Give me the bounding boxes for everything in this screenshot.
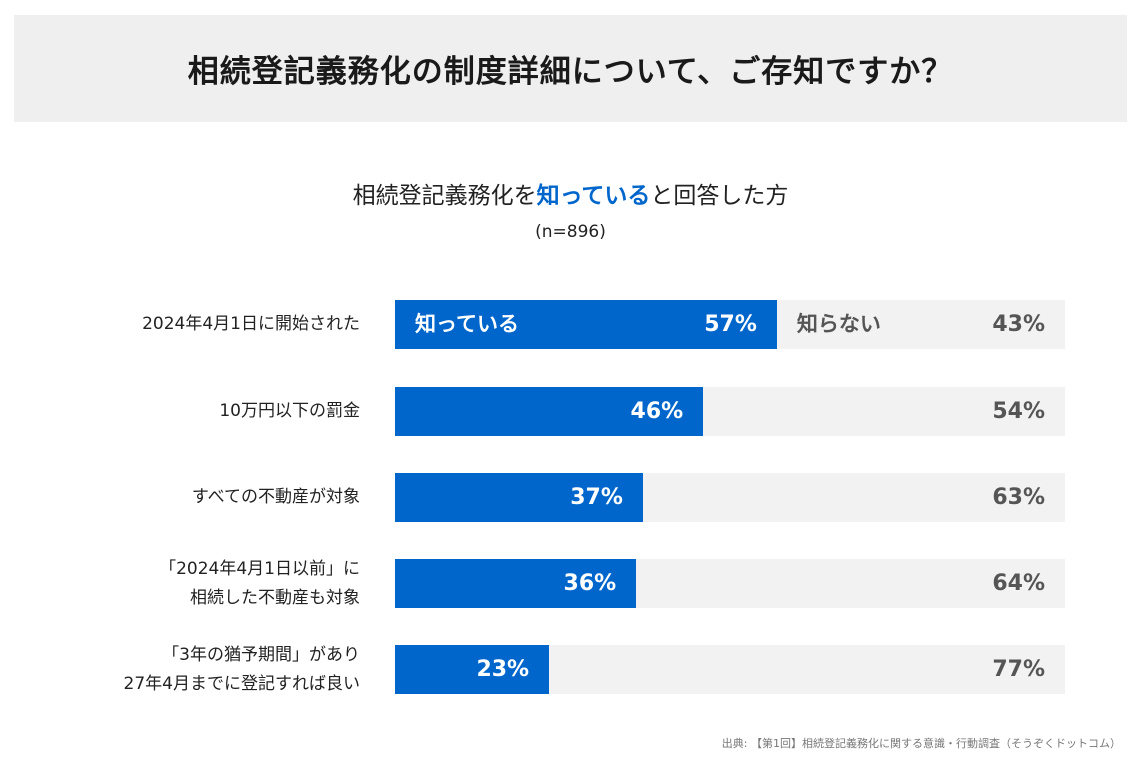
bar-track-unknown: 37% 63% bbox=[395, 473, 1065, 522]
page-title: 相続登記義務化の制度詳細について、ご存知ですか？ bbox=[187, 54, 954, 90]
value-label-unknown: 63% bbox=[992, 485, 1045, 510]
source-note: 出典: 【第1回】相続登記義務化に関する意識・行動調査（そうぞくドットコム） bbox=[721, 737, 1121, 750]
category-label: 「3年の猶予期間」があり 27年4月までに登記すれば良い bbox=[124, 645, 360, 694]
chart-title-post: と回答した方 bbox=[650, 183, 789, 209]
sample-size: (n=896) bbox=[535, 222, 606, 242]
category-label: すべての不動産が対象 bbox=[192, 473, 360, 522]
legend-label-unknown: 知らない bbox=[796, 312, 881, 336]
value-label-known: 37% bbox=[570, 485, 623, 510]
bar-track-unknown: 57% 43% 知っている 知らない bbox=[395, 300, 1065, 349]
bar-known bbox=[395, 473, 643, 522]
bar-known bbox=[395, 300, 777, 349]
bar-known bbox=[395, 559, 637, 608]
header-banner: 相続登記義務化の制度詳細について、ご存知ですか？ bbox=[14, 15, 1127, 122]
value-label-unknown: 43% bbox=[992, 312, 1045, 337]
bar-track-unknown: 36% 64% bbox=[395, 559, 1065, 608]
value-label-known: 57% bbox=[704, 312, 757, 337]
chart-title: 相続登記義務化を知っていると回答した方 bbox=[0, 176, 1141, 210]
value-label-unknown: 77% bbox=[992, 657, 1045, 682]
chart-row: すべての不動産が対象 37% 63% bbox=[0, 473, 1141, 522]
category-label-line: 10万円以下の罰金 bbox=[219, 401, 360, 421]
bar-known bbox=[395, 645, 550, 694]
value-label-unknown: 64% bbox=[992, 571, 1045, 596]
value-label-unknown: 54% bbox=[992, 399, 1045, 424]
value-label-known: 46% bbox=[630, 399, 684, 424]
chart-title-pre: 相続登記義務化を bbox=[352, 183, 537, 209]
category-label: 「2024年4月1日以前」に相続した不動産も対象 bbox=[159, 559, 360, 608]
value-label-known: 36% bbox=[563, 571, 617, 596]
legend-label-known: 知っている bbox=[415, 312, 519, 336]
category-label-line: 2024年4月1日に開始された bbox=[142, 314, 360, 334]
chart-row: 10万円以下の罰金 46% 54% bbox=[0, 387, 1141, 436]
category-label-line: すべての不動産が対象 bbox=[191, 487, 360, 507]
chart-row: 「3年の猶予期間」があり 27年4月までに登記すれば良い 23% 77% bbox=[0, 645, 1141, 694]
bar-track-unknown: 46% 54% bbox=[395, 387, 1065, 436]
chart-row: 2024年4月1日に開始された 57% 43% 知っている 知らない bbox=[0, 300, 1141, 349]
category-label-line: 相続した不動産も対象 bbox=[190, 587, 360, 608]
bar-track-unknown: 23% 77% bbox=[395, 645, 1065, 694]
category-label-line: 「3年の猶予期間」があり bbox=[162, 644, 360, 665]
bar-known bbox=[395, 387, 704, 436]
chart-title-highlight: 知っている bbox=[536, 183, 651, 209]
value-label-known: 23% bbox=[476, 657, 530, 682]
category-label-line: 「2024年4月1日以前」に bbox=[159, 558, 360, 579]
chart-row: 「2024年4月1日以前」に相続した不動産も対象 36% 64% bbox=[0, 559, 1141, 608]
category-label-line: 27年4月までに登記すれば良い bbox=[123, 673, 360, 694]
category-label: 10万円以下の罰金 bbox=[219, 387, 360, 436]
category-label: 2024年4月1日に開始された bbox=[142, 300, 360, 349]
